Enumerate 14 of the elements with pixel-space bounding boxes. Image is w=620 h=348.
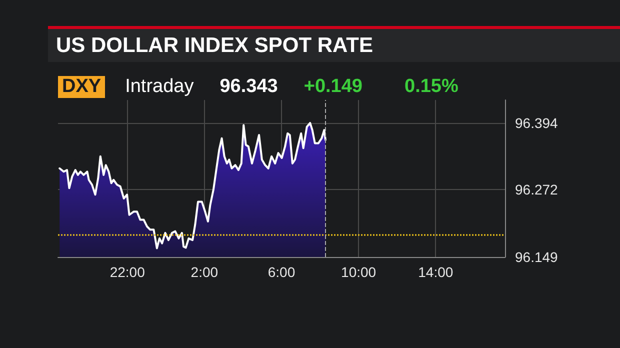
text: DXY xyxy=(58,76,106,98)
chart-subtitle: Intraday xyxy=(125,76,194,98)
y-tick-label: 96.394 xyxy=(515,114,558,131)
x-tick-label: 22:00 xyxy=(110,264,146,280)
x-tick-label: 2:00 xyxy=(190,264,218,280)
y-tick-label: 96.272 xyxy=(515,182,558,198)
chart-title: US DOLLAR INDEX SPOT RATE xyxy=(48,26,620,62)
text: +0.149 xyxy=(304,76,363,98)
x-tick-label: 6:00 xyxy=(268,264,296,280)
x-tick-label: 14:00 xyxy=(418,264,454,280)
text: 0.15% xyxy=(404,76,458,98)
text: 96.343 xyxy=(220,76,278,98)
y-tick-label: 96.149 xyxy=(515,249,558,265)
x-tick-label: 10:00 xyxy=(341,264,376,280)
